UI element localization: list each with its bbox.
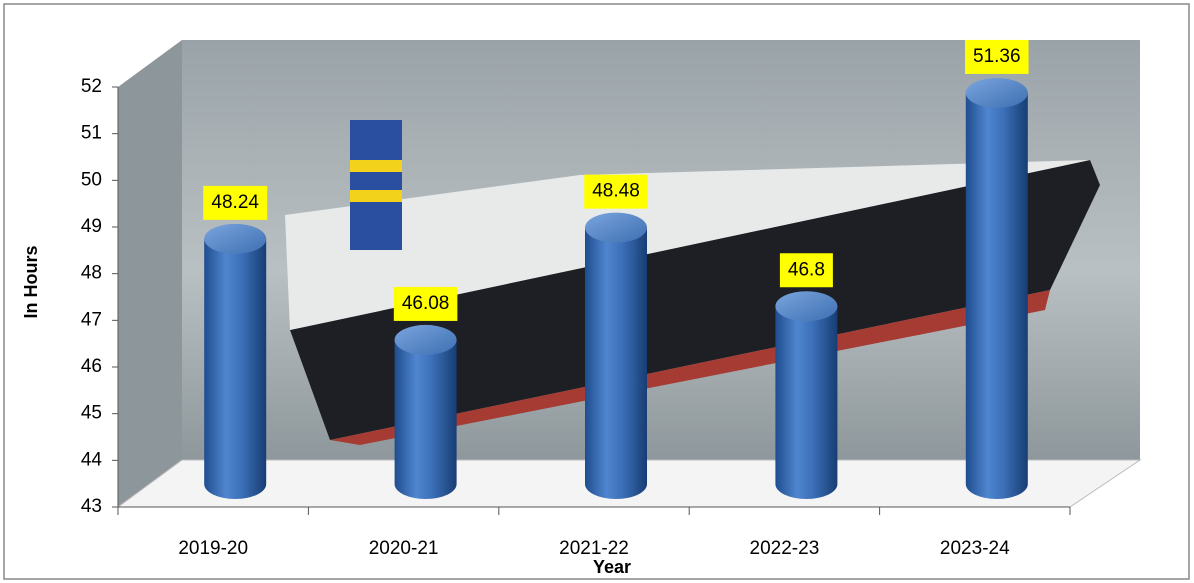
x-tick-label: 2021-22 xyxy=(559,538,629,559)
ship-waterline xyxy=(330,290,1050,445)
value-label: 46.08 xyxy=(402,293,450,314)
y-axis-title: In Hours xyxy=(21,245,41,318)
y-tick-label: 44 xyxy=(81,449,103,470)
value-label: 51.36 xyxy=(973,46,1021,67)
x-tick-label: 2023-24 xyxy=(940,538,1010,559)
bar-top xyxy=(585,212,647,243)
ship-hull xyxy=(290,160,1100,440)
ship-deck xyxy=(285,160,1090,330)
y-tick-label: 48 xyxy=(81,263,102,284)
value-label-box xyxy=(203,185,268,220)
x-axis-title: Year xyxy=(593,557,631,577)
bar xyxy=(585,227,647,499)
bar xyxy=(775,306,838,500)
side-wall xyxy=(118,40,182,507)
value-label-box xyxy=(779,253,833,288)
value-label-box xyxy=(965,39,1029,74)
x-tick-label: 2020-21 xyxy=(369,538,439,559)
bar-top xyxy=(965,77,1028,108)
bar-top xyxy=(394,324,457,355)
bar xyxy=(965,92,1028,499)
x-tick-label: 2022-23 xyxy=(750,538,820,559)
ship-funnel-stripe xyxy=(350,160,402,172)
value-label: 48.24 xyxy=(211,192,259,213)
value-label: 46.8 xyxy=(788,259,825,280)
value-label-box xyxy=(584,174,648,209)
y-tick-label: 43 xyxy=(81,496,102,517)
y-tick-label: 47 xyxy=(81,309,102,330)
bar-top xyxy=(204,223,267,254)
bar xyxy=(394,339,457,499)
bar xyxy=(204,238,267,499)
ship-funnel-stripe xyxy=(350,190,402,202)
y-tick-label: 52 xyxy=(81,76,102,97)
ship-funnel xyxy=(350,120,402,250)
value-label: 48.48 xyxy=(592,181,640,202)
y-tick-label: 51 xyxy=(81,123,102,144)
y-tick-label: 49 xyxy=(81,216,102,237)
y-tick-label: 50 xyxy=(81,169,102,190)
y-tick-label: 45 xyxy=(81,403,102,424)
x-tick-label: 2019-20 xyxy=(178,538,248,559)
y-tick-label: 46 xyxy=(81,356,102,377)
bar-top xyxy=(775,291,838,322)
value-label-box xyxy=(393,286,458,321)
